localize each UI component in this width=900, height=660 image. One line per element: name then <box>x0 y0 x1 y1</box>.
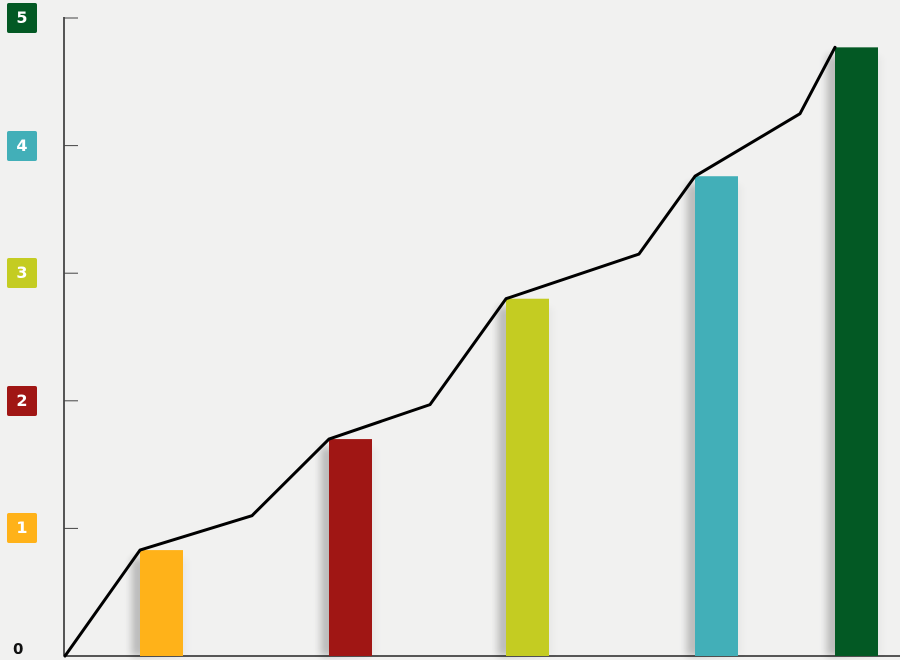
y-tick-badge-2: 2 <box>7 385 37 416</box>
trend-line-group <box>63 45 837 658</box>
y-tick-label-0: 0 <box>13 640 24 658</box>
y-tick-badge-4: 4 <box>7 130 37 161</box>
y-tick-badge-3: 3 <box>7 258 37 289</box>
bar-1 <box>140 550 183 656</box>
bar-5 <box>835 47 878 656</box>
y-tick-badge-1: 1 <box>7 513 37 544</box>
y-tick-badge-5: 5 <box>7 3 37 33</box>
bar-3 <box>506 298 549 656</box>
bar-2 <box>329 439 372 656</box>
bar-4 <box>695 176 738 656</box>
bars <box>140 47 878 656</box>
trend-line <box>63 45 837 658</box>
axes <box>63 17 900 657</box>
